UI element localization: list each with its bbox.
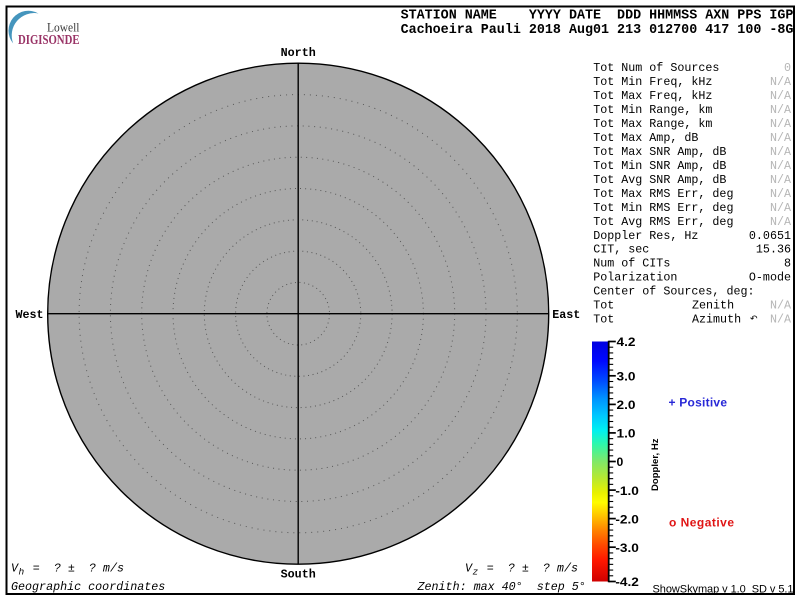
- svg-text:STATION NAME YYYY DATE DDD: STATION NAME YYYY DATE DDD HHMMSS AXN PP…: [401, 9, 794, 24]
- svg-text:-3.0: -3.0: [615, 541, 639, 555]
- svg-text:= ? ± ? m/s: = ? ± ? m/s: [487, 562, 578, 576]
- svg-text:O-mode: O-mode: [749, 271, 791, 285]
- svg-text:Tot Min Freq, kHz: Tot Min Freq, kHz: [593, 75, 712, 89]
- svg-text:Tot Max RMS Err, deg: Tot Max RMS Err, deg: [593, 187, 733, 201]
- svg-text:N/A: N/A: [770, 201, 792, 215]
- svg-text:2.0: 2.0: [617, 398, 636, 412]
- svg-text:Tot Min Range, km: Tot Min Range, km: [593, 103, 712, 117]
- svg-text:Tot Max Freq, kHz: Tot Max Freq, kHz: [593, 89, 712, 103]
- svg-text:-1.0: -1.0: [615, 484, 639, 498]
- svg-text:N/A: N/A: [770, 131, 792, 145]
- svg-text:o Negative: o Negative: [669, 516, 734, 530]
- svg-text:0: 0: [784, 61, 791, 75]
- svg-text:West: West: [15, 308, 43, 322]
- svg-text:8: 8: [784, 257, 791, 271]
- svg-text:Azimuth: Azimuth: [692, 313, 741, 327]
- svg-text:N/A: N/A: [770, 187, 792, 201]
- svg-text:1.0: 1.0: [617, 427, 636, 441]
- svg-text:Tot Min RMS Err, deg: Tot Min RMS Err, deg: [593, 201, 733, 215]
- svg-text:Tot Avg SNR Amp, dB: Tot Avg SNR Amp, dB: [593, 173, 726, 187]
- svg-text:N/A: N/A: [770, 103, 792, 117]
- svg-text:Doppler, Hz: Doppler, Hz: [650, 438, 661, 491]
- svg-text:V: V: [465, 562, 473, 576]
- svg-text:Tot Max SNR Amp, dB: Tot Max SNR Amp, dB: [593, 145, 726, 159]
- svg-text:N/A: N/A: [770, 159, 792, 173]
- svg-text:0: 0: [617, 455, 624, 469]
- svg-text:Tot Num of Sources: Tot Num of Sources: [593, 61, 719, 75]
- svg-text:Polarization: Polarization: [593, 271, 677, 285]
- svg-text:z: z: [473, 567, 479, 578]
- svg-text:-4.2: -4.2: [615, 575, 639, 589]
- svg-text:= ? ± ? m/s: = ? ± ? m/s: [33, 562, 124, 576]
- svg-text:Geographic coordinates: Geographic coordinates: [11, 580, 165, 594]
- svg-text:DIGISONDE: DIGISONDE: [18, 33, 80, 48]
- svg-text:N/A: N/A: [770, 145, 792, 159]
- svg-text:V: V: [11, 562, 19, 576]
- svg-text:Center of Sources, deg:: Center of Sources, deg:: [593, 285, 754, 299]
- svg-text:h: h: [19, 567, 25, 578]
- svg-text:N/A: N/A: [770, 75, 792, 89]
- svg-text:N/A: N/A: [770, 173, 792, 187]
- svg-text:Tot Min SNR Amp, dB: Tot Min SNR Amp, dB: [593, 159, 726, 173]
- svg-text:-2.0: -2.0: [615, 512, 639, 526]
- svg-text:Tot Max Amp, dB: Tot Max Amp, dB: [593, 131, 698, 145]
- svg-text:South: South: [281, 568, 316, 582]
- svg-text:Tot: Tot: [593, 313, 614, 327]
- svg-text:0.0651: 0.0651: [749, 229, 791, 243]
- svg-text:Tot Max Range, km: Tot Max Range, km: [593, 117, 712, 131]
- svg-text:Cachoeira Pauli 2018 Aug01 213: Cachoeira Pauli 2018 Aug01 213 012700 41…: [401, 23, 794, 38]
- svg-text:4.2: 4.2: [617, 335, 636, 349]
- svg-text:Tot Avg RMS Err, deg: Tot Avg RMS Err, deg: [593, 215, 733, 229]
- svg-text:N/A: N/A: [770, 89, 792, 103]
- svg-text:Zenith: Zenith: [692, 299, 734, 313]
- svg-text:↶: ↶: [750, 315, 758, 325]
- svg-text:3.0: 3.0: [617, 370, 636, 384]
- svg-text:N/A: N/A: [770, 215, 792, 229]
- svg-text:Num of CITs: Num of CITs: [593, 257, 670, 271]
- svg-text:N/A: N/A: [770, 117, 792, 131]
- svg-text:East: East: [552, 308, 580, 322]
- svg-text:Tot: Tot: [593, 299, 614, 313]
- svg-text:ShowSkymap v 1.0 SD v 5.1: ShowSkymap v 1.0 SD v 5.1: [653, 584, 794, 596]
- svg-text:Lowell: Lowell: [47, 21, 80, 35]
- svg-text:N/A: N/A: [770, 313, 792, 327]
- svg-text:Zenith: max 40° step 5°: Zenith: max 40° step 5°: [417, 580, 586, 594]
- svg-text:North: North: [281, 46, 316, 60]
- svg-text:Doppler Res, Hz: Doppler Res, Hz: [593, 229, 698, 243]
- svg-text:N/A: N/A: [770, 299, 792, 313]
- svg-text:15.36: 15.36: [756, 243, 791, 257]
- svg-text:+ Positive: + Positive: [669, 396, 728, 410]
- svg-text:CIT, sec: CIT, sec: [593, 243, 649, 257]
